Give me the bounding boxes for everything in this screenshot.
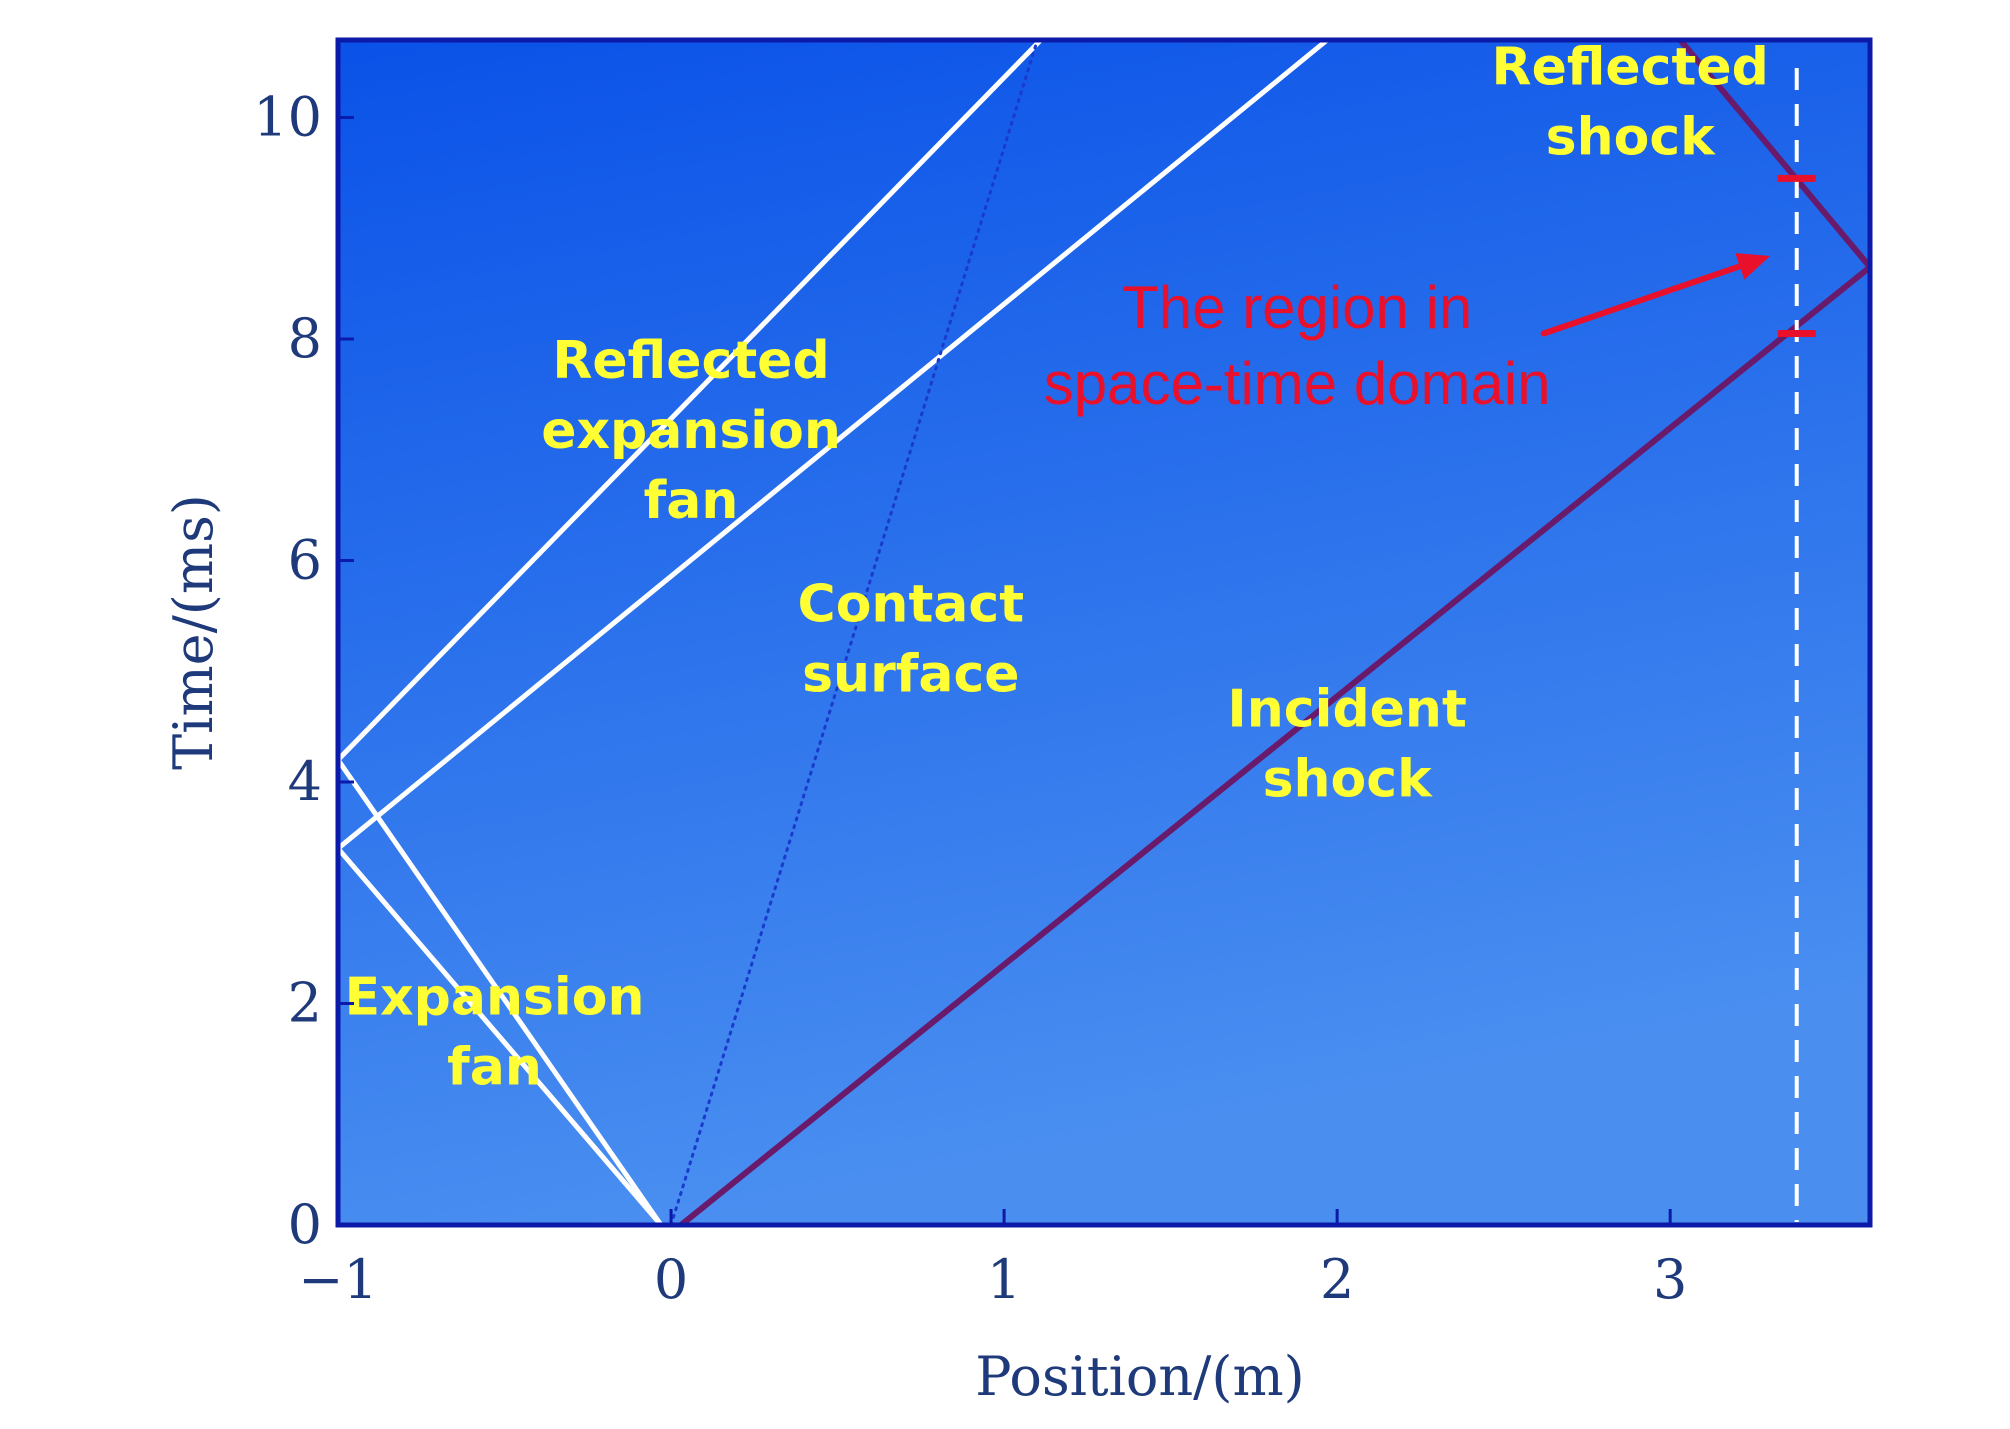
annotation-label: Incident: [1227, 680, 1466, 740]
y-tick-label: 0: [288, 1193, 322, 1256]
annotation-label: surface: [802, 644, 1019, 704]
annotation-layer: Expansion fan Reflected expansion fan Contact…: [345, 37, 1769, 1097]
y-tick-label: 8: [288, 307, 322, 370]
y-axis-title: Time/(ms): [162, 494, 225, 770]
y-tick-label: 4: [288, 750, 322, 813]
x-tick-label: 2: [1320, 1248, 1354, 1311]
x-tick-label: −1: [298, 1248, 378, 1311]
arrow-head: [1735, 253, 1771, 280]
annotation-label: expansion: [541, 401, 841, 461]
y-tick-label: 6: [288, 529, 322, 592]
annotation-label: fan: [644, 471, 739, 531]
series-line-white: [338, 757, 664, 1225]
annotation-label: Reflected: [1492, 37, 1769, 97]
x-tick-label: 1: [987, 1248, 1021, 1311]
plot-frame: [335, 37, 1873, 1228]
annotation-label: shock: [1546, 107, 1717, 167]
plot-background: [338, 40, 1870, 1225]
series-line-white: [338, 40, 1044, 763]
series-layer: [338, 40, 1870, 1225]
series-line-white: [338, 845, 664, 1225]
x-tick-label: 0: [654, 1248, 688, 1311]
annotation-label: Reflected: [552, 331, 829, 391]
annotation-label: The region in: [1122, 274, 1472, 341]
annotation-label: Expansion: [345, 968, 645, 1028]
y-tick-label: 2: [288, 972, 322, 1035]
annotation-label: shock: [1263, 750, 1434, 810]
series-line-white: [338, 40, 1330, 851]
annotation-label: fan: [447, 1038, 542, 1098]
x-tick-label: 3: [1653, 1248, 1687, 1311]
annotation-label: Contact: [798, 574, 1025, 634]
series-line-shock: [1677, 40, 1870, 271]
series-line-shock: [678, 264, 1870, 1225]
arrow-shaft: [1540, 263, 1743, 337]
annotation-label: space-time domain: [1044, 350, 1551, 417]
series-line-contact: [669, 40, 1039, 1225]
overlay-layer: [1540, 68, 1816, 1222]
y-tick-label: 10: [253, 86, 322, 149]
x-axis-title: Position/(m): [975, 1345, 1304, 1408]
